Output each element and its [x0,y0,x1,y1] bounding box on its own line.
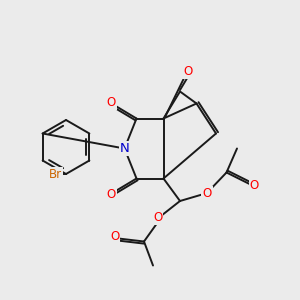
Text: O: O [106,96,116,109]
Text: O: O [153,211,162,224]
Text: O: O [202,187,211,200]
Text: O: O [250,178,259,192]
Text: O: O [110,230,119,244]
Text: O: O [183,65,192,78]
Text: O: O [106,188,116,201]
Text: Br: Br [49,167,62,181]
Text: N: N [120,142,129,155]
